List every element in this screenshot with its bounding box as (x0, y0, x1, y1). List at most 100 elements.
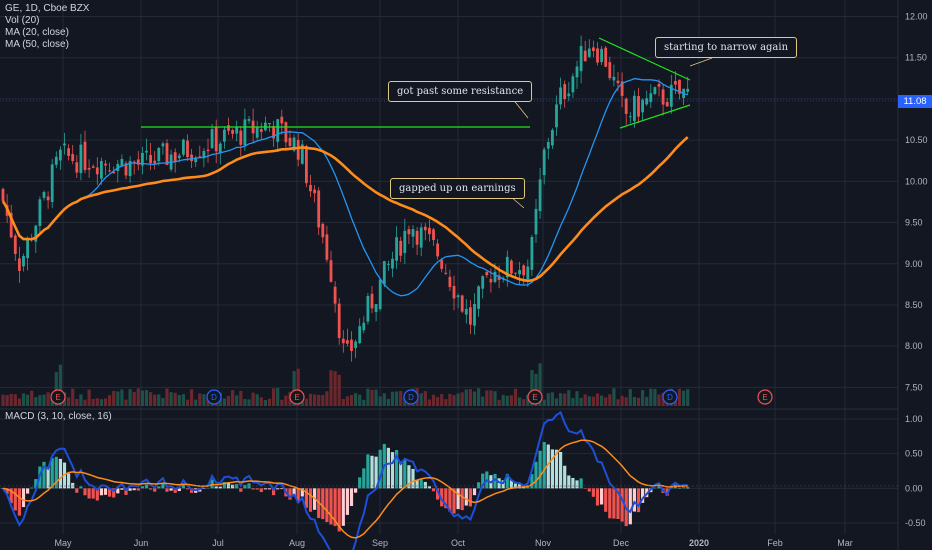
volume-bar (202, 394, 206, 406)
legend-volume[interactable]: Vol (20) (5, 15, 40, 26)
triangle-lower-line[interactable] (619, 104, 691, 129)
earnings-marker[interactable]: E (527, 389, 543, 405)
volume-bar (95, 398, 99, 406)
volume-bar (103, 398, 108, 406)
annotation-gap[interactable]: gapped up on earnings (390, 178, 525, 199)
volume-bar (280, 399, 284, 406)
volume-bar (226, 395, 231, 406)
candle-body (42, 191, 46, 198)
annotation-narrow[interactable]: starting to narrow again (655, 37, 798, 58)
price-candles[interactable] (1, 35, 690, 362)
volume-bar (616, 399, 620, 406)
candle-body (231, 130, 234, 134)
volume-bar (518, 397, 522, 406)
volume-bar (468, 389, 472, 406)
macd-histogram-bar (226, 482, 231, 489)
volume-bar (79, 394, 83, 406)
macd-histogram-bar (509, 480, 513, 489)
volume-bar (538, 363, 542, 406)
ma20-line (2, 77, 688, 297)
candle-body (559, 87, 562, 105)
legend-symbol[interactable]: GE, 1D, Cboe BZX (5, 3, 90, 14)
candle-body (551, 129, 554, 146)
candle-body (325, 234, 329, 260)
candle-body (674, 81, 677, 85)
volume-bar (382, 393, 386, 406)
macd-histogram-bar (358, 477, 362, 489)
candle-body (542, 149, 546, 176)
ma50-line (1, 136, 689, 283)
macd-histogram-bar (177, 488, 181, 492)
candle-body (321, 223, 325, 238)
macd-histogram-bar (632, 488, 636, 512)
dividend-marker[interactable]: D (206, 389, 222, 405)
macd-histogram-bar (481, 473, 485, 489)
volume-bar (620, 395, 624, 406)
volume-bar (550, 392, 554, 406)
volume-bar (632, 397, 636, 406)
candle-body (305, 146, 308, 184)
candle-body (608, 62, 612, 79)
candle-body (50, 164, 54, 203)
earnings-marker[interactable]: E (50, 389, 66, 405)
candle-body (501, 277, 505, 279)
legend-ma50[interactable]: MA (50, close) (5, 39, 69, 50)
candle-body (194, 158, 198, 163)
candle-body (255, 126, 259, 138)
candle-body (227, 125, 230, 131)
candle-body (91, 166, 95, 168)
annotation-resistance[interactable]: got past some resistance (388, 81, 533, 102)
volume-bar (682, 390, 686, 406)
marker-label: D (408, 393, 414, 402)
volume-bar (251, 392, 255, 406)
earnings-marker[interactable]: E (289, 389, 305, 405)
candle-body (378, 279, 382, 309)
candle-body (9, 212, 13, 238)
volume-bar (546, 393, 550, 406)
volume-bar (477, 388, 481, 406)
time-tick-label: Nov (535, 538, 552, 548)
macd-legend[interactable]: MACD (3, 10, close, 16) (5, 411, 112, 422)
candle-body (444, 272, 448, 274)
candle-body (243, 119, 247, 146)
candle-body (247, 119, 251, 121)
macd-histogram-bar (386, 447, 390, 489)
dividend-marker[interactable]: D (403, 389, 419, 405)
macd-histogram-bar (591, 488, 595, 497)
macd-histogram-bar (34, 479, 38, 489)
macd-histogram-bar (501, 480, 505, 489)
macd-histogram-bar (468, 488, 472, 507)
volume-bar (325, 391, 329, 406)
macd-histogram-bar (538, 450, 542, 489)
macd-histogram-bar (550, 449, 554, 489)
volume-bar (587, 396, 591, 406)
triangle-upper-line[interactable] (598, 37, 691, 81)
candle-body (432, 229, 435, 241)
macd-histogram-bar (259, 488, 263, 493)
candle-body (604, 47, 608, 67)
candle-body (596, 48, 599, 63)
volume-bar (181, 394, 185, 406)
volume-bar (612, 388, 616, 406)
candle-body (161, 143, 165, 147)
marker-label: E (294, 393, 299, 402)
candle-body (218, 143, 222, 154)
candle-body (423, 226, 427, 231)
macd-histogram-bar (251, 488, 255, 490)
candle-body (510, 260, 513, 274)
earnings-marker[interactable]: E (757, 389, 773, 405)
macd-histogram-bar (50, 458, 54, 489)
candle-body (79, 144, 83, 173)
volume-bar (222, 398, 226, 406)
macd-histogram-bar (91, 488, 95, 499)
dividend-marker[interactable]: D (662, 389, 678, 405)
candle-body (686, 88, 690, 92)
candle-body (653, 87, 657, 94)
legend-ma20[interactable]: MA (20, close) (5, 27, 69, 38)
volume-bar (571, 397, 575, 406)
candle-body (276, 119, 280, 142)
macd-histogram-bar (99, 488, 103, 496)
candle-body (341, 338, 345, 344)
volume-bar (42, 394, 46, 406)
